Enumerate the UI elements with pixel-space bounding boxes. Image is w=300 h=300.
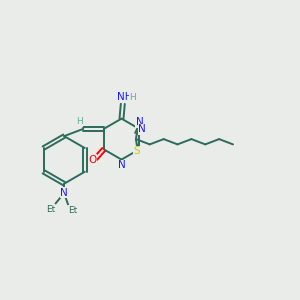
Text: N: N xyxy=(138,124,146,134)
Text: Et: Et xyxy=(46,205,55,214)
Text: NH: NH xyxy=(117,92,132,102)
Text: H: H xyxy=(129,93,136,102)
Text: N: N xyxy=(60,188,68,198)
Text: H: H xyxy=(76,117,83,126)
Text: O: O xyxy=(88,155,96,165)
Text: N: N xyxy=(118,160,125,170)
Text: N: N xyxy=(136,117,144,127)
Text: Et: Et xyxy=(68,206,77,215)
Text: S: S xyxy=(134,146,140,156)
